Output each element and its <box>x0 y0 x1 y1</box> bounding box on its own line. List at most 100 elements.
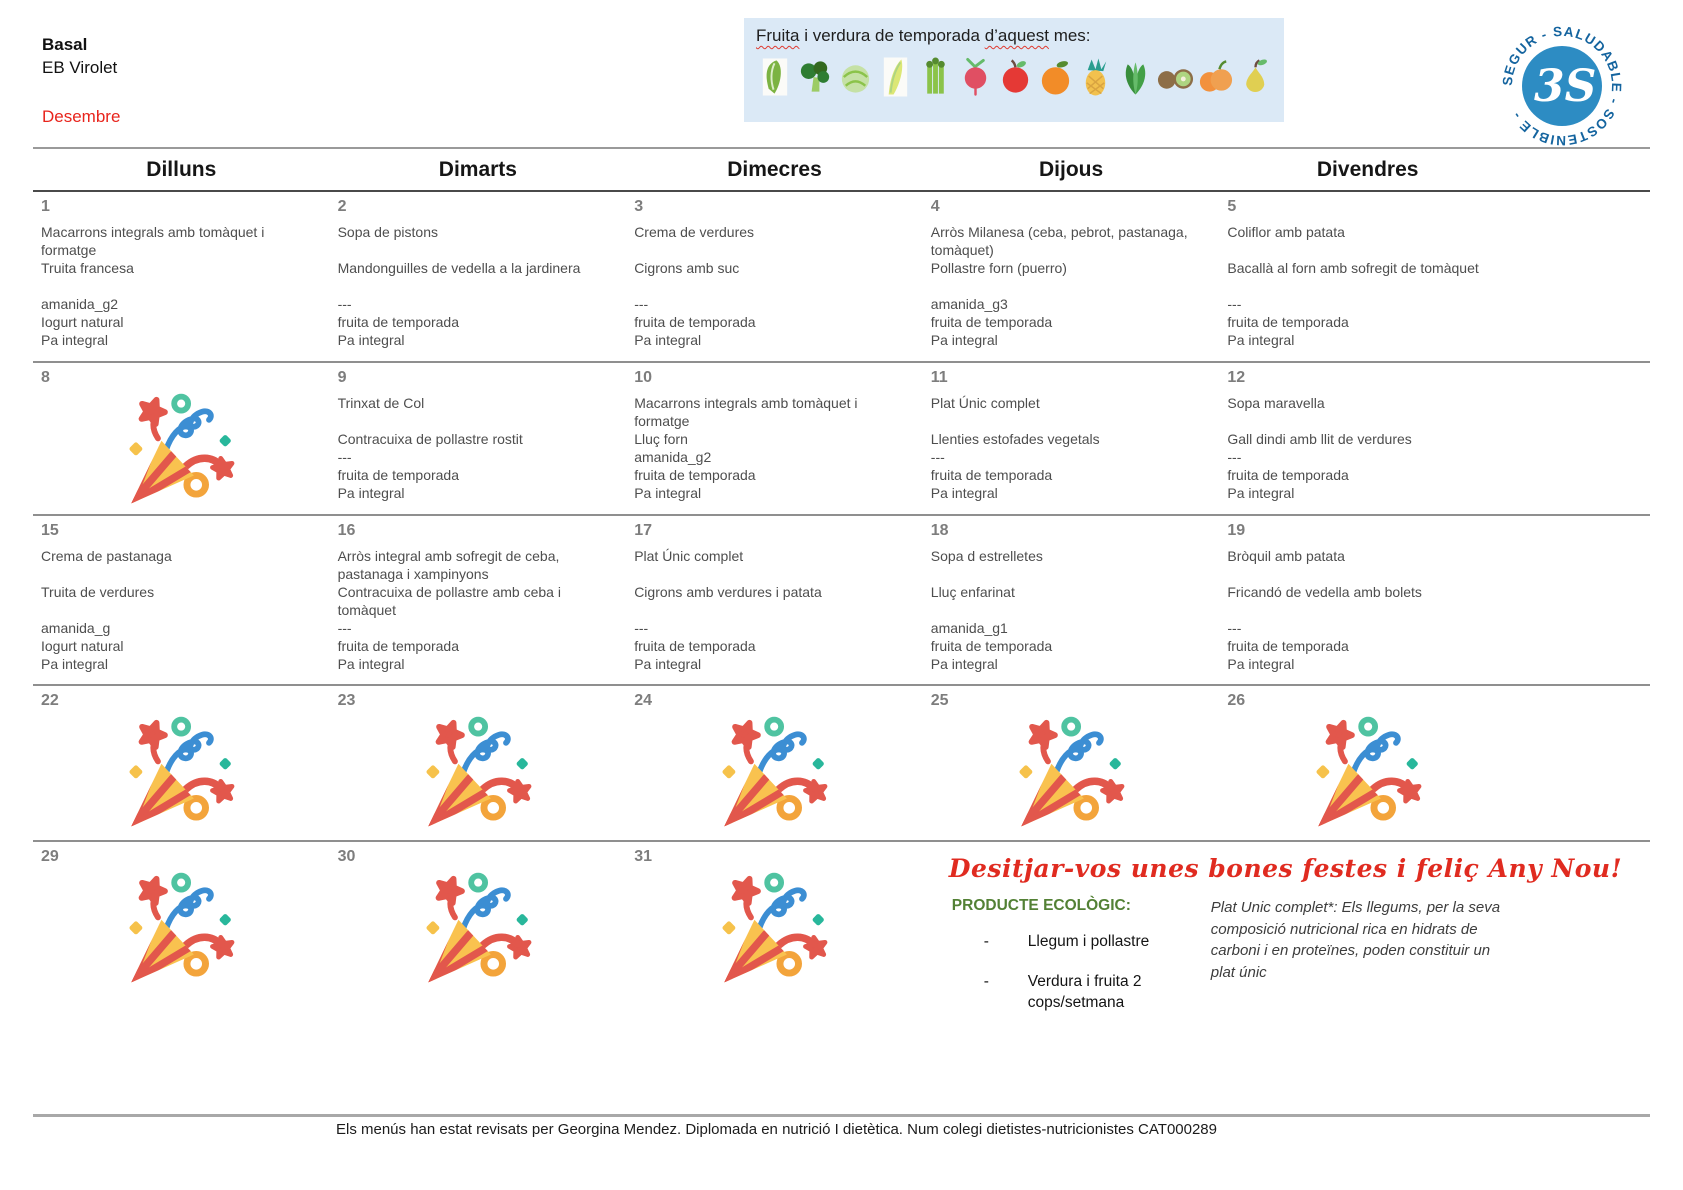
day-number: 12 <box>1227 369 1246 386</box>
calendar-table: Dilluns Dimarts Dimecres Dijous Divendre… <box>33 147 1650 1117</box>
org-block: Basal EB Virolet Desembre <box>42 33 120 128</box>
broccoli-icon <box>796 55 835 99</box>
day-cell-3: 3 Crema de verdures Cigrons amb suc --- … <box>626 192 923 361</box>
day-number: 16 <box>337 522 356 539</box>
radish-icon <box>956 55 995 99</box>
menu-items: Macarrons integrals amb tomàquet i forma… <box>41 224 265 348</box>
eco-item: Verdura i fruita 2 cops/setmana <box>984 971 1162 1013</box>
day-cell-18: 18 Sopa d estrelletes Lluç enfarinat ama… <box>923 516 1220 684</box>
day-number: 25 <box>930 692 949 709</box>
orange-icon <box>1036 55 1075 99</box>
day-cell-23: 23 <box>330 686 627 840</box>
calendar-header-row: Dilluns Dimarts Dimecres Dijous Divendre… <box>33 149 1650 192</box>
pineapple-icon <box>1076 55 1115 99</box>
holiday-notes: Desitjar-vos unes bones festes i feliç A… <box>923 842 1650 1114</box>
day-header-tuesday: Dimarts <box>438 158 517 181</box>
spinach-icon <box>1116 55 1155 99</box>
party-popper-icon <box>1309 714 1425 832</box>
week-row-2: 8 9 Trinxat de Col Contracuixa de pollas… <box>33 363 1650 516</box>
cabbage-icon <box>836 55 875 99</box>
eco-item: Llegum i pollastre <box>984 931 1162 952</box>
day-header-thursday: Dijous <box>1038 158 1104 181</box>
party-popper-icon <box>122 391 238 509</box>
day-cell-17: 17 Plat Únic complet Cigrons amb verdure… <box>626 516 923 684</box>
row-filler <box>1516 516 1650 684</box>
day-number: 23 <box>337 692 356 709</box>
menu-items: Sopa de pistons Mandonguilles de vedella… <box>337 224 581 348</box>
party-popper-icon <box>122 714 238 832</box>
day-number: 22 <box>41 692 59 709</box>
menu-items: Arròs integral amb sofregit de ceba, pas… <box>337 548 561 672</box>
dietitian-footer: Els menús han estat revisats per Georgin… <box>336 1121 1217 1138</box>
day-cell-8: 8 <box>33 363 330 514</box>
day-number: 31 <box>634 848 652 865</box>
day-cell-5: 5 Coliflor amb patata Bacallà al forn am… <box>1219 192 1516 361</box>
party-popper-icon <box>715 870 831 988</box>
day-number: 10 <box>634 369 652 386</box>
week-row-5: 29 30 31 Desitjar-vos unes bones festes … <box>33 842 1650 1117</box>
day-cell-4: 4 Arròs Milanesa (ceba, pebrot, pastanag… <box>923 192 1220 361</box>
day-number: 11 <box>930 369 948 386</box>
day-number: 30 <box>337 848 356 865</box>
day-number: 2 <box>337 198 347 215</box>
row-filler <box>1516 686 1650 840</box>
kiwi-icon <box>1156 55 1195 99</box>
mandarin-icon <box>1196 55 1235 99</box>
day-cell-12: 12 Sopa maravella Gall dindi amb llit de… <box>1219 363 1516 514</box>
day-cell-25: 25 <box>923 686 1220 840</box>
day-header-monday: Dilluns <box>146 158 217 181</box>
day-number: 3 <box>634 198 644 215</box>
day-number: 15 <box>41 522 59 539</box>
menu-items: Bròquil amb patata Fricandó de vedella a… <box>1227 548 1422 672</box>
day-cell-16: 16 Arròs integral amb sofregit de ceba, … <box>330 516 627 684</box>
menu-items: Plat Únic complet Llenties estofades veg… <box>930 395 1100 501</box>
day-cell-2: 2 Sopa de pistons Mandonguilles de vedel… <box>330 192 627 361</box>
month-title: Desembre <box>42 107 121 126</box>
day-cell-15: 15 Crema de pastanaga Truita de verdures… <box>33 516 330 684</box>
pear-icon <box>1236 55 1275 99</box>
endive-icon <box>876 55 915 99</box>
chard-icon <box>756 55 795 99</box>
day-header-friday: Divendres <box>1316 158 1419 181</box>
day-number: 4 <box>930 198 940 215</box>
day-cell-29: 29 <box>33 842 330 1114</box>
day-cell-30: 30 <box>330 842 627 1114</box>
menu-items: Coliflor amb patata Bacallà al forn amb … <box>1227 224 1479 348</box>
day-number: 9 <box>337 369 347 386</box>
eco-list: Llegum i pollastre Verdura i fruita 2 co… <box>984 931 1162 1013</box>
day-number: 17 <box>634 522 652 539</box>
party-popper-icon <box>715 714 831 832</box>
day-number: 1 <box>41 198 50 215</box>
row-filler <box>1516 192 1650 361</box>
week-row-4: 22 23 24 25 26 <box>33 686 1650 842</box>
program-name: Basal <box>42 35 88 54</box>
party-popper-icon <box>419 714 535 832</box>
day-cell-31: 31 <box>626 842 923 1114</box>
day-cell-22: 22 <box>33 686 330 840</box>
day-number: 18 <box>930 522 949 539</box>
day-cell-11: 11 Plat Únic complet Llenties estofades … <box>923 363 1220 514</box>
celery-icon <box>916 55 955 99</box>
day-number: 29 <box>41 848 59 865</box>
day-number: 5 <box>1227 198 1237 215</box>
party-popper-icon <box>1012 714 1128 832</box>
menu-items: Trinxat de Col Contracuixa de pollastre … <box>337 395 523 501</box>
day-header-wednesday: Dimecres <box>727 158 822 181</box>
plat-unic-note: Plat Unic complet*: Els llegums, per la … <box>1210 899 1501 981</box>
menu-items: Macarrons integrals amb tomàquet i forma… <box>634 395 858 501</box>
logo-3s-text: 3S <box>1534 61 1596 112</box>
day-number: 8 <box>41 369 50 386</box>
week-row-1: 1 Macarrons integrals amb tomàquet i for… <box>33 192 1650 363</box>
day-cell-26: 26 <box>1219 686 1516 840</box>
day-cell-19: 19 Bròquil amb patata Fricandó de vedell… <box>1219 516 1516 684</box>
seasonal-produce-icons <box>756 55 1272 99</box>
school-name: EB Virolet <box>42 58 118 77</box>
menu-items: Plat Únic complet Cigrons amb verdures i… <box>634 548 822 672</box>
row-filler <box>1516 363 1650 514</box>
day-number: 24 <box>634 692 652 709</box>
week-row-3: 15 Crema de pastanaga Truita de verdures… <box>33 516 1650 686</box>
menu-items: Crema de verdures Cigrons amb suc --- fr… <box>634 224 756 348</box>
day-cell-24: 24 <box>626 686 923 840</box>
party-popper-icon <box>122 870 238 988</box>
